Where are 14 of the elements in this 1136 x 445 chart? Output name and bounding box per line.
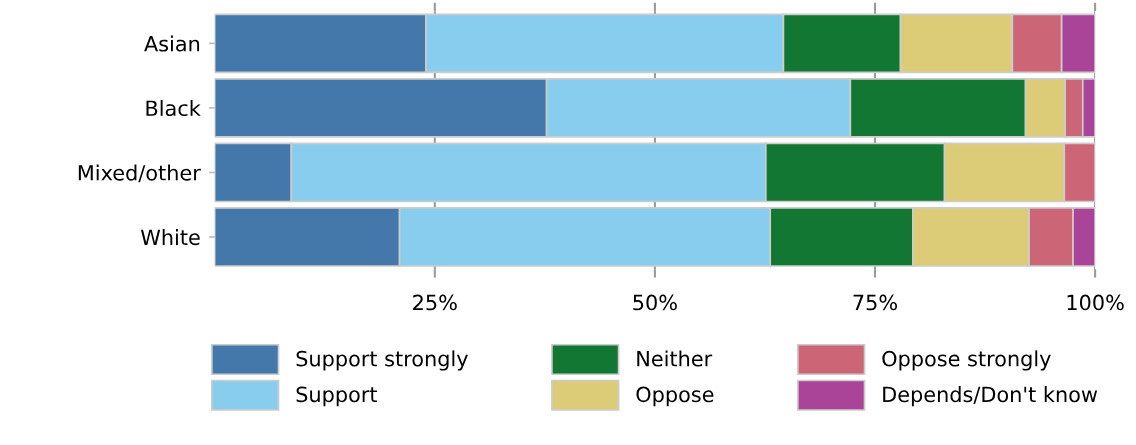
x-tick-label: 25% <box>413 294 457 311</box>
x-tick-label: 75% <box>853 294 898 311</box>
x-tick-label: 100% <box>1067 294 1124 311</box>
y-tick-label: White <box>140 229 200 246</box>
legend-label: Support strongly <box>296 350 468 371</box>
y-tick-label: Asian <box>144 35 200 52</box>
legend-label: Oppose <box>636 386 714 407</box>
x-tick-label: 50% <box>633 294 677 311</box>
y-tick-label: Black <box>146 100 201 117</box>
legend-label: Support <box>296 386 378 407</box>
legend-label: Neither <box>637 350 713 367</box>
legend-label: Oppose strongly <box>882 350 1051 371</box>
legend-label: Depends/Don't know <box>883 386 1098 407</box>
y-tick-label: Mixed/other <box>78 164 201 183</box>
